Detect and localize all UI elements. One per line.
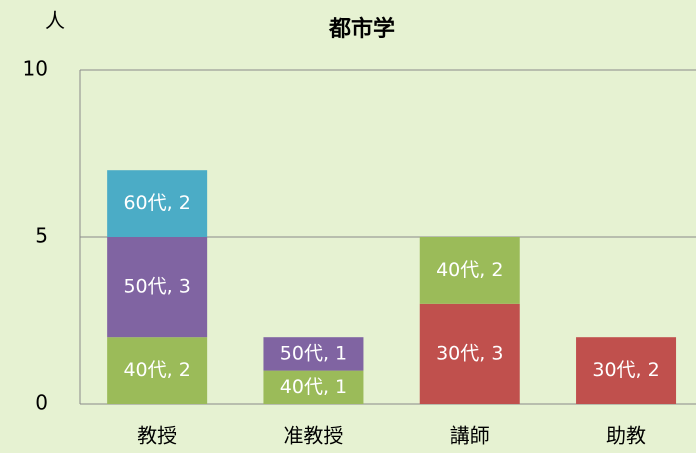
data-label: 60代, 2 <box>123 192 190 214</box>
bar-segment <box>576 337 677 404</box>
data-label: 50代, 3 <box>123 276 190 298</box>
bar-segment <box>263 370 364 404</box>
y-tick-label: 10 <box>23 57 48 81</box>
data-label: 50代, 1 <box>280 342 347 364</box>
bar-segment <box>107 337 208 404</box>
x-tick-label: 准教授 <box>283 424 343 448</box>
data-label: 40代, 1 <box>280 376 347 398</box>
bar-segment <box>107 170 208 237</box>
y-tick-label: 0 <box>35 391 48 415</box>
bar-segment <box>419 303 520 404</box>
bar-segment <box>419 237 520 304</box>
data-label: 40代, 2 <box>436 259 503 281</box>
y-tick-label: 5 <box>35 224 48 248</box>
x-tick-label: 講師 <box>450 424 490 448</box>
data-label: 30代, 2 <box>592 359 659 381</box>
data-label: 40代, 2 <box>123 359 190 381</box>
chart-title: 都市学 <box>328 16 395 42</box>
bar-segment <box>263 337 364 371</box>
x-tick-label: 教授 <box>137 424 177 448</box>
bar-segment <box>107 237 208 338</box>
y-axis-label: 人 <box>45 9 65 33</box>
data-label: 30代, 3 <box>436 342 503 364</box>
x-tick-label: 助教 <box>606 424 646 448</box>
